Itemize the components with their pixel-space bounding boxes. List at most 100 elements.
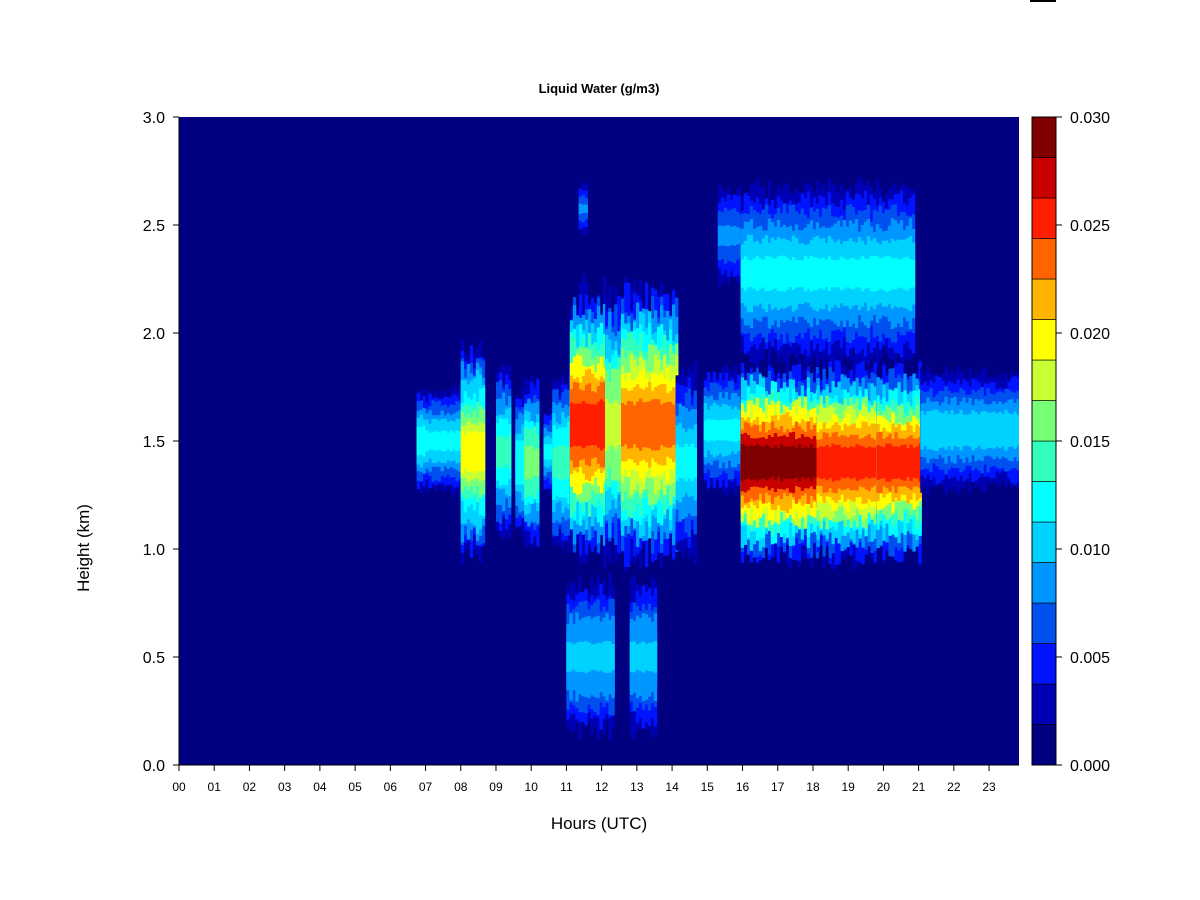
heatmap-cell — [593, 644, 597, 670]
heatmap-cell — [669, 402, 673, 448]
heatmap-cell — [712, 419, 717, 441]
heatmap-cell — [627, 400, 631, 449]
heatmap-cell — [505, 439, 509, 465]
heatmap-cell — [791, 446, 796, 480]
heatmap-cell — [743, 445, 748, 480]
heatmap-cell — [469, 432, 474, 472]
heatmap-cell — [440, 431, 444, 451]
heatmap-cell-group — [543, 404, 553, 499]
heatmap-cell — [629, 642, 634, 672]
heatmap-cell — [584, 403, 589, 447]
heatmap-cell-group — [876, 361, 922, 565]
heatmap-cell — [584, 204, 588, 213]
heatmap-cell — [428, 432, 432, 450]
colorbar-segment — [1031, 238, 1057, 280]
heatmap-cell — [854, 260, 859, 288]
heatmap-cell — [740, 444, 745, 482]
colorbar-tick-label: 0.030 — [1070, 110, 1110, 127]
heatmap-cell — [472, 430, 477, 473]
heatmap-cell — [995, 417, 999, 443]
heatmap-cell — [888, 443, 892, 482]
heatmap-cell — [782, 446, 787, 479]
heatmap-cell — [564, 445, 568, 480]
y-axis-label: Height (km) — [74, 504, 93, 592]
heatmap-cell — [839, 256, 844, 291]
heatmap-cell — [761, 259, 766, 288]
heatmap-cell — [740, 259, 745, 288]
heatmap-cell — [527, 446, 531, 479]
heatmap-cell — [849, 446, 853, 480]
heatmap-cell — [590, 644, 594, 670]
heatmap-cell-group — [569, 274, 607, 576]
heatmap-cell — [558, 445, 562, 480]
heatmap-cell — [481, 432, 486, 472]
heatmap-cell — [755, 443, 760, 482]
heatmap-cell — [681, 447, 685, 479]
x-tick-label: 06 — [384, 780, 398, 794]
heatmap-cell — [962, 419, 966, 441]
heatmap-cell — [968, 419, 972, 441]
heatmap-cell — [920, 419, 924, 441]
heatmap-cell-group — [515, 388, 525, 538]
heatmap-cell — [1010, 419, 1014, 441]
heatmap-cell — [843, 446, 847, 479]
x-tick-label: 15 — [701, 780, 715, 794]
heatmap-cell — [729, 226, 734, 245]
heatmap-cell — [773, 258, 778, 289]
heatmap-cell — [819, 446, 823, 479]
x-axis: 00 01 02 03 04 05 06 07 08 09 10 11 12 13 14 15 16 17 18 19… — [172, 764, 1019, 794]
heatmap-cell — [827, 256, 832, 291]
heatmap-cell — [800, 448, 805, 477]
heatmap-cell — [833, 260, 838, 287]
heatmap-cell — [831, 443, 835, 482]
heatmap-cell — [797, 260, 802, 287]
heatmap-cell — [809, 444, 814, 482]
heatmap-cell — [998, 420, 1002, 441]
heatmap-cell — [446, 432, 450, 450]
heatmap-cell — [858, 445, 862, 480]
y-tick-label: 1.5 — [143, 434, 165, 451]
heatmap-cell — [724, 419, 729, 441]
heatmap-cell — [602, 401, 607, 449]
heatmap-cell — [782, 255, 787, 292]
heatmap-cell — [764, 444, 769, 481]
heatmap-cell — [416, 433, 420, 449]
heatmap-cell — [663, 402, 667, 447]
heatmap-cell — [897, 446, 901, 479]
heatmap-cell — [693, 447, 697, 478]
heatmap-cell — [878, 258, 883, 289]
heatmap-cell — [758, 446, 763, 480]
heatmap-cell — [666, 401, 670, 448]
heatmap-cell — [864, 448, 868, 478]
heatmap-cell — [896, 259, 901, 288]
heatmap-cell — [654, 399, 658, 451]
x-tick-label: 07 — [419, 780, 433, 794]
heatmap-cell — [1016, 420, 1019, 440]
heatmap-cell — [720, 226, 725, 246]
heatmap-cell — [899, 259, 904, 288]
heatmap-cell — [855, 444, 859, 481]
heatmap-cell — [905, 256, 910, 291]
heatmap-cell — [657, 399, 661, 451]
heatmap-cell — [953, 419, 957, 441]
heatmap-cell — [743, 256, 748, 291]
heatmap-cell — [893, 257, 898, 290]
heatmap-cell — [1013, 419, 1017, 441]
x-tick-label: 09 — [489, 780, 503, 794]
heatmap-cell-group — [416, 381, 426, 501]
heatmap-cell — [578, 403, 583, 447]
heatmap-cell — [596, 401, 601, 448]
heatmap-cell — [496, 436, 500, 468]
heatmap-cell — [749, 445, 754, 480]
heatmap-cell — [752, 258, 757, 289]
heatmap-cell — [926, 418, 930, 443]
heatmap-cell — [852, 447, 856, 478]
heatmap-cell — [965, 419, 969, 442]
heatmap-cell — [650, 642, 655, 672]
heatmap-cell — [434, 431, 438, 451]
heatmap-cell-group — [605, 274, 624, 576]
x-tick-label: 22 — [947, 780, 961, 794]
heatmap-cell — [593, 404, 598, 446]
heatmap-cell — [803, 446, 808, 479]
